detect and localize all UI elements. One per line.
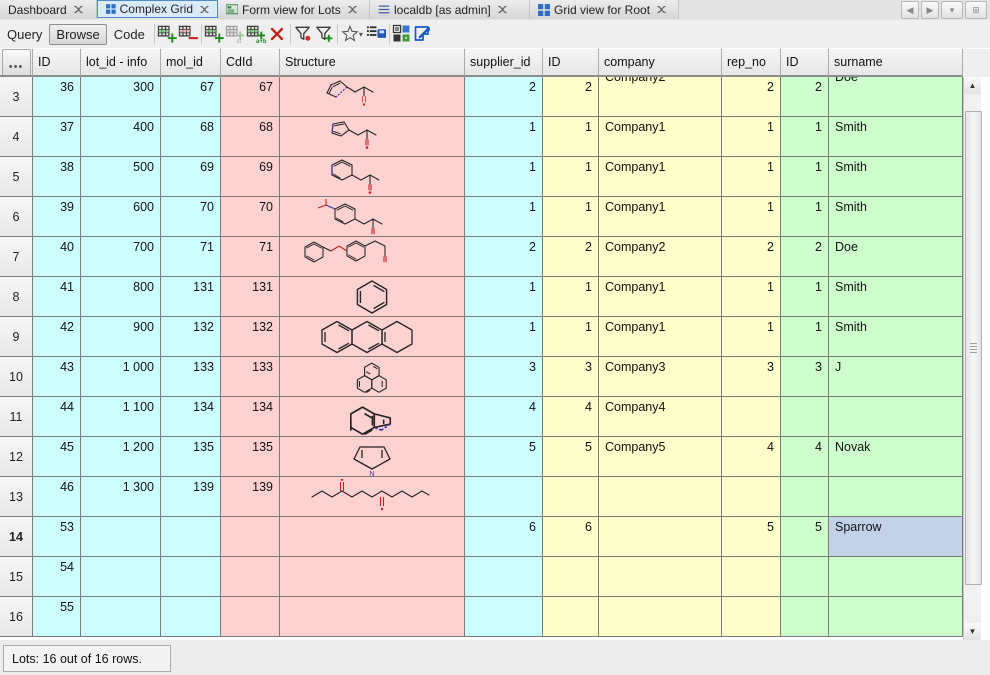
svg-text:a+b: a+b xyxy=(256,39,267,45)
svg-text:ct: ct xyxy=(236,39,241,45)
